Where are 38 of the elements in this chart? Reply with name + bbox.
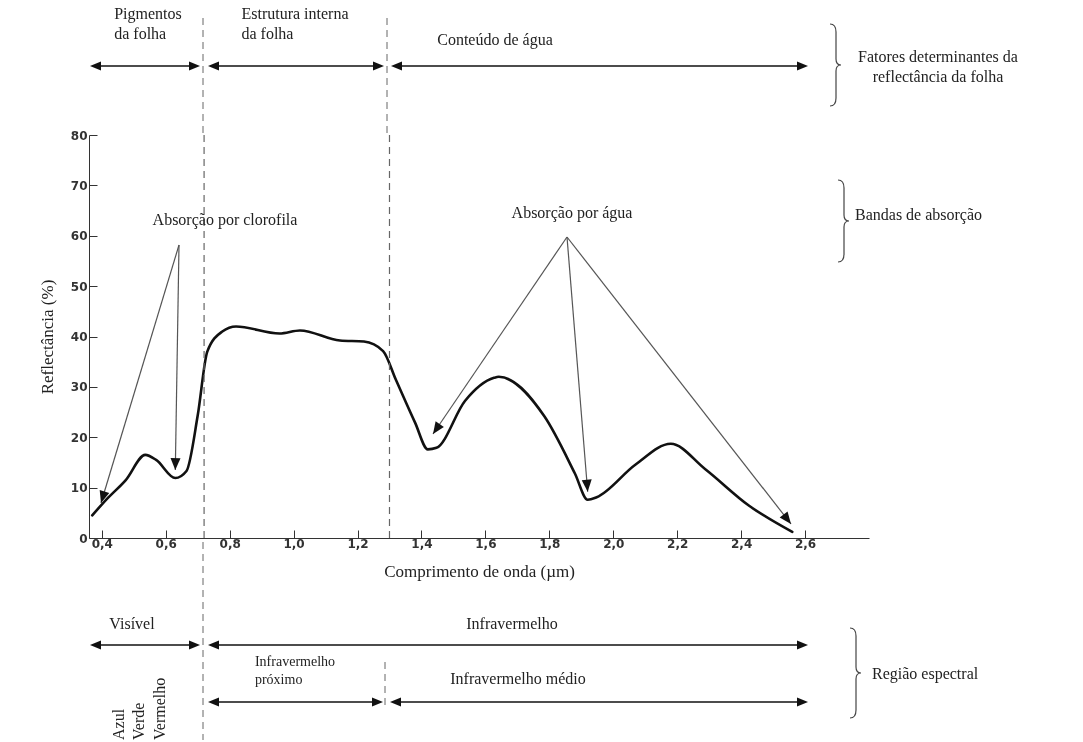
- text: Verde: [130, 702, 147, 740]
- y-tick-label: 20: [70, 430, 88, 445]
- text: Região espectral: [872, 664, 979, 684]
- text: Infravermelho: [466, 614, 558, 634]
- x-tick-label: 1,4: [411, 536, 433, 551]
- x-tick-label: 1,2: [347, 536, 369, 551]
- y-tick-label: 50: [70, 279, 88, 294]
- y-tick-label: 0: [79, 531, 88, 546]
- text: Visível: [109, 614, 155, 634]
- y-tick-label: 80: [70, 128, 88, 143]
- y-tick-label: 60: [70, 229, 88, 244]
- y-tick-label: 40: [70, 330, 88, 344]
- text: Estrutura interna da folha: [241, 4, 349, 44]
- text: Conteúdo de água: [437, 30, 553, 50]
- x-tick-label: 0,8: [219, 536, 241, 551]
- text: Infravermelho médio: [450, 669, 586, 689]
- annotation: Absorção por clorofila: [152, 210, 298, 230]
- x-tick-label: 2,0: [603, 536, 625, 551]
- x-tick-label: 2,2: [667, 536, 689, 551]
- annotation: Bandas de absorção: [855, 205, 983, 225]
- text: Fatores determinantes da reflectância da folha: [858, 47, 1018, 87]
- x-tick-label: 1,8: [539, 536, 561, 551]
- annotation: Absorção por água: [511, 203, 633, 223]
- y-tick-label: 70: [70, 178, 88, 193]
- y-tick-label: 10: [70, 481, 88, 496]
- text: Pigmentos da folha: [114, 4, 182, 44]
- text: Vermelho: [151, 677, 168, 740]
- text: Infravermelho próximo: [254, 653, 336, 689]
- x-tick-label: 0,4: [91, 536, 113, 551]
- y-tick-label: 30: [70, 380, 88, 395]
- x-tick-label: 2,6: [794, 536, 817, 551]
- x-tick-label: 1,6: [475, 536, 497, 551]
- x-tick-label: 1,0: [283, 536, 305, 551]
- x-tick-label: 2,4: [731, 536, 753, 551]
- text: Azul: [110, 708, 127, 740]
- y-axis-title: Reflectância (%): [37, 279, 57, 395]
- x-axis-title: Comprimento de onda (µm): [384, 561, 575, 581]
- x-tick-label: 0,6: [155, 536, 177, 551]
